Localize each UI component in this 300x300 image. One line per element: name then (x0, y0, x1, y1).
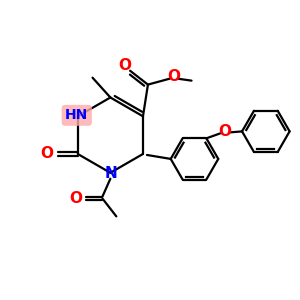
Text: HN: HN (65, 108, 88, 122)
Text: O: O (219, 124, 232, 139)
Text: O: O (118, 58, 132, 73)
Text: O: O (167, 69, 180, 84)
Text: O: O (69, 191, 82, 206)
Text: O: O (40, 146, 54, 161)
Text: N: N (105, 166, 118, 181)
